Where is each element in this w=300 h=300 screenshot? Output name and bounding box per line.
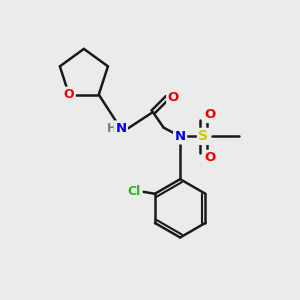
Text: N: N: [175, 130, 186, 143]
Text: O: O: [205, 109, 216, 122]
Text: N: N: [115, 122, 126, 135]
Text: S: S: [199, 129, 208, 143]
Text: Cl: Cl: [128, 185, 141, 198]
Text: H: H: [107, 122, 117, 135]
Text: O: O: [64, 88, 74, 101]
Text: O: O: [205, 151, 216, 164]
Text: O: O: [168, 91, 179, 104]
